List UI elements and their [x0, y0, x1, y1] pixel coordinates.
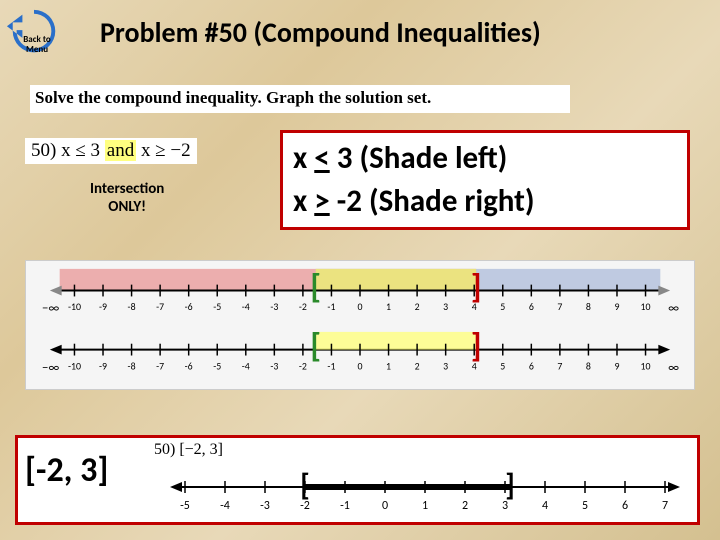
- svg-text:-6: -6: [185, 301, 193, 313]
- svg-text:5: 5: [500, 360, 505, 372]
- svg-text:-7: -7: [156, 360, 164, 372]
- svg-text:4: 4: [472, 301, 477, 313]
- svg-text:1: 1: [386, 360, 391, 372]
- solution-line1: x < 3 (Shade left): [293, 137, 677, 180]
- svg-text:∞: ∞: [668, 360, 679, 375]
- svg-text:0: 0: [358, 301, 363, 313]
- svg-text:6: 6: [529, 301, 534, 313]
- svg-text:[: [: [310, 325, 321, 366]
- svg-text:-9: -9: [99, 301, 107, 313]
- svg-text:-2: -2: [300, 499, 310, 513]
- back-label: Back to Menu: [17, 35, 57, 55]
- svg-text:-1: -1: [340, 499, 350, 513]
- svg-text:2: 2: [415, 301, 420, 313]
- svg-text:1: 1: [386, 301, 391, 313]
- prompt-box: Solve the compound inequality. Graph the…: [30, 85, 570, 113]
- svg-text:-1: -1: [327, 360, 335, 372]
- final-numberline: [ ] -5-4-3-2-101234567: [160, 465, 690, 520]
- problem-expr1: x ≤ 3: [61, 140, 100, 161]
- svg-text:-4: -4: [242, 301, 250, 313]
- svg-text:9: 9: [614, 360, 619, 372]
- svg-text:-9: -9: [99, 360, 107, 372]
- solution-box: x < 3 (Shade left) x > -2 (Shade right): [280, 130, 690, 230]
- svg-text:-3: -3: [260, 499, 270, 513]
- svg-text:5: 5: [500, 301, 505, 313]
- prompt-text: Solve the compound inequality. Graph the…: [30, 85, 570, 111]
- svg-text:2: 2: [415, 360, 420, 372]
- svg-text:-3: -3: [270, 360, 278, 372]
- svg-text:7: 7: [557, 360, 562, 372]
- svg-text:-10: -10: [68, 301, 81, 313]
- svg-text:-4: -4: [242, 360, 250, 372]
- svg-text:8: 8: [586, 360, 591, 372]
- svg-text:-1: -1: [327, 301, 335, 313]
- svg-text:3: 3: [502, 499, 508, 513]
- svg-text:10: 10: [641, 360, 651, 372]
- svg-text:-2: -2: [299, 301, 307, 313]
- svg-text:−∞: −∞: [42, 360, 59, 375]
- problem-statement: 50) x ≤ 3 and x ≥ −2: [25, 138, 197, 164]
- interval-answer: [-2, 3]: [25, 450, 108, 491]
- svg-text:-5: -5: [213, 360, 221, 372]
- svg-text:2: 2: [462, 499, 468, 513]
- problem-conj: and: [105, 140, 136, 161]
- svg-text:10: 10: [641, 301, 651, 313]
- svg-text:5: 5: [582, 499, 588, 513]
- svg-text:-6: -6: [185, 360, 193, 372]
- svg-text:4: 4: [542, 499, 548, 513]
- svg-text:1: 1: [422, 499, 428, 513]
- svg-text:−∞: −∞: [42, 301, 59, 316]
- svg-text:-7: -7: [156, 301, 164, 313]
- svg-text:9: 9: [614, 301, 619, 313]
- shaded-numberlines: [ ] -10-9-8-7-6-5-4-3-2-1012345678910 −∞…: [25, 260, 695, 390]
- problem-number: 50): [31, 140, 56, 161]
- svg-text:-3: -3: [270, 301, 278, 313]
- svg-text:-10: -10: [68, 360, 81, 372]
- svg-text:6: 6: [622, 499, 628, 513]
- svg-text:8: 8: [586, 301, 591, 313]
- svg-text:-8: -8: [128, 301, 136, 313]
- svg-text:-8: -8: [128, 360, 136, 372]
- svg-text:-5: -5: [180, 499, 190, 513]
- solution-line2: x > -2 (Shade right): [293, 180, 677, 223]
- svg-text:-2: -2: [299, 360, 307, 372]
- svg-text:4: 4: [472, 360, 477, 372]
- answer-label: 50) [−2, 3]: [150, 440, 227, 460]
- svg-text:0: 0: [382, 499, 388, 513]
- svg-text:∞: ∞: [668, 301, 679, 316]
- problem-expr2: x ≥ −2: [141, 140, 191, 161]
- svg-text:7: 7: [662, 499, 668, 513]
- page-title: Problem #50 (Compound Inequalities): [100, 15, 541, 50]
- svg-text:6: 6: [529, 360, 534, 372]
- svg-text:7: 7: [557, 301, 562, 313]
- svg-text:3: 3: [443, 301, 448, 313]
- back-to-menu-button[interactable]: Back to Menu: [5, 5, 63, 63]
- svg-text:3: 3: [443, 360, 448, 372]
- left-bracket-icon: [: [310, 265, 321, 306]
- svg-text:0: 0: [358, 360, 363, 372]
- svg-text:-5: -5: [213, 301, 221, 313]
- intersection-note: IntersectionONLY!: [90, 180, 164, 216]
- svg-text:-4: -4: [220, 499, 230, 513]
